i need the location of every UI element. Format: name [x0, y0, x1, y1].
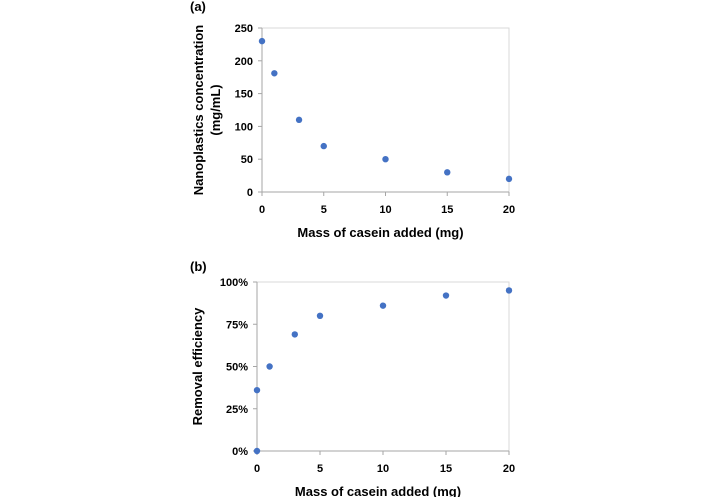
panel-b-label: (b): [190, 259, 207, 274]
panel-a-plot-frame: [261, 27, 510, 193]
panel-b-data-point: [442, 292, 450, 299]
panel-a-y-axis-title: (mg/mL): [208, 84, 223, 135]
panel-a-y-tick-label: 100: [235, 121, 253, 133]
panel-a-x-axis-title: Mass of casein added (mg): [297, 225, 463, 240]
panel-b-data-point: [253, 447, 261, 455]
panel-b-y-axis-title: Removal efficiency: [190, 307, 205, 426]
panel-b-x-tick-label: 20: [503, 463, 515, 475]
panel-a-x-tick-label: 20: [503, 204, 515, 216]
panel-b-x-tick-label: 0: [254, 463, 260, 475]
panel-b-x-tick-label: 15: [440, 463, 452, 475]
panel-b-data-point: [505, 287, 513, 294]
panel-b-data-point: [253, 386, 261, 394]
panel-a-y-tick-label: 150: [235, 89, 253, 101]
panel-a-data-point: [505, 175, 513, 183]
panel-b-x-tick-label: 10: [377, 463, 389, 475]
panel-a-x-tick-label: 10: [379, 204, 391, 216]
panel-b-data-point: [379, 302, 387, 309]
panel-a-label: (a): [190, 0, 206, 14]
panel-a-y-axis-title: Nanoplastics concentration: [191, 25, 206, 196]
panel-b-x-axis-title: Mass of casein added (mg): [295, 484, 461, 497]
panel-b-data-point: [316, 312, 324, 319]
panel-a-y-tick-label: 0: [247, 187, 253, 199]
panel-b-y-tick-label: 0%: [232, 446, 248, 458]
panel-a-x-tick-label: 5: [321, 204, 327, 216]
panel-a-data-point: [320, 142, 327, 150]
panel-a-y-tick-label: 250: [235, 23, 253, 35]
panel-b-x-tick-label: 5: [317, 463, 323, 475]
panel-b-y-tick-label: 25%: [226, 404, 248, 416]
panel-a-data-point: [258, 37, 266, 45]
panel-a-data-point: [295, 116, 303, 124]
panel-b-y-tick-label: 100%: [220, 277, 248, 289]
panel-a-x-tick-label: 0: [259, 204, 265, 216]
panel-b-data-point: [266, 363, 273, 370]
panel-b-y-tick-label: 75%: [226, 319, 248, 331]
panel-b-y-tick-label: 50%: [226, 362, 248, 374]
panel-a-data-point: [444, 169, 451, 176]
panel-a-data-point: [382, 156, 389, 163]
panel-b-data-point: [291, 331, 298, 338]
panel-a-y-tick-label: 50: [241, 154, 253, 166]
panel-a-x-tick-label: 15: [441, 204, 453, 216]
panel-a-y-tick-label: 200: [235, 56, 253, 68]
panel-a-data-point: [271, 70, 278, 77]
